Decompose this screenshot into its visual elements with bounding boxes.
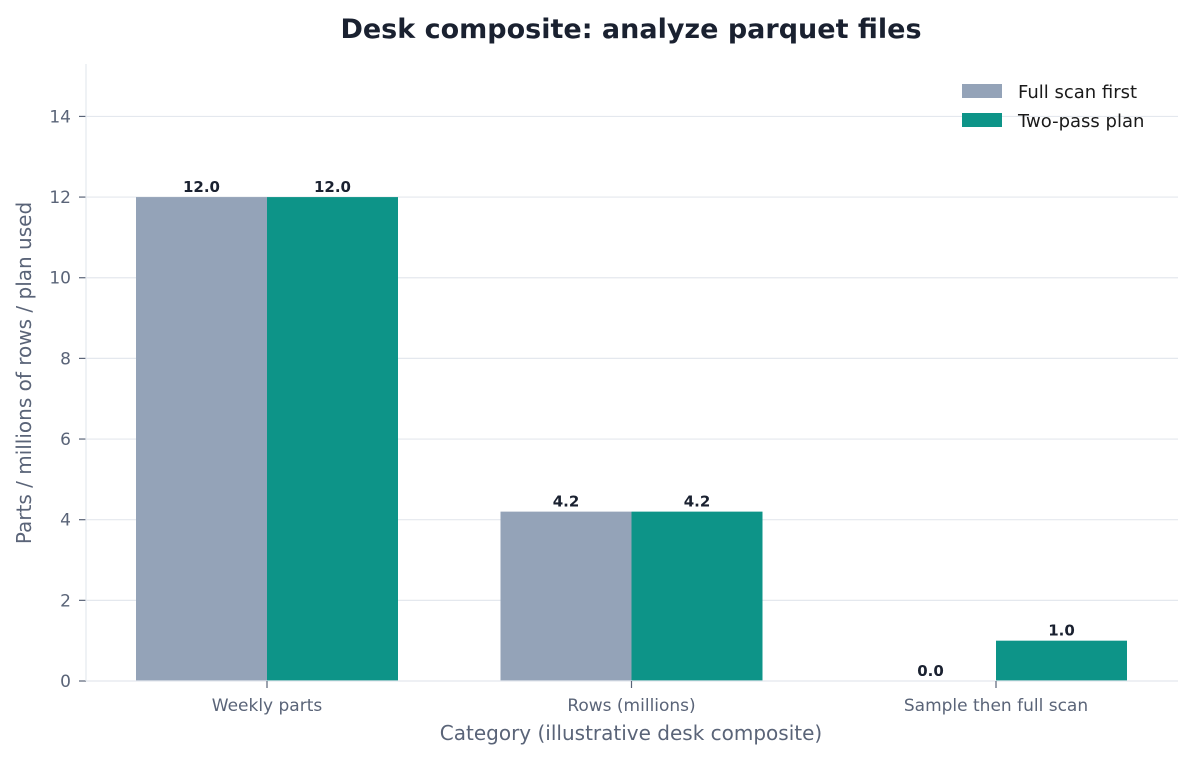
legend-label: Two-pass plan [1017, 111, 1144, 132]
x-axis-label: Category (illustrative desk composite) [440, 721, 822, 745]
data-label: 4.2 [684, 493, 711, 511]
bar [136, 197, 267, 681]
y-tick-label: 6 [60, 430, 71, 450]
legend-swatch [962, 84, 1002, 98]
y-tick-label: 10 [49, 269, 71, 289]
legend-swatch [962, 113, 1002, 127]
data-label: 4.2 [553, 493, 580, 511]
legend: Full scan first Two-pass plan [962, 82, 1144, 132]
y-tick-label: 0 [60, 672, 71, 692]
bar [631, 511, 763, 681]
data-label: 12.0 [183, 178, 220, 196]
bars-group [136, 197, 1127, 681]
y-tick-label: 12 [49, 188, 71, 208]
bar [500, 511, 632, 681]
x-tick-label: Rows (millions) [567, 696, 695, 716]
x-tick-label: Weekly parts [212, 696, 323, 716]
y-tick-label: 8 [60, 349, 71, 369]
y-axis-label: Parts / millions of rows / plan used [12, 202, 36, 544]
data-labels-group: 12.0 12.0 4.2 4.2 0.0 1.0 [183, 178, 1075, 680]
chart-title: Desk composite: analyze parquet files [340, 14, 921, 45]
bar [996, 640, 1127, 681]
data-label: 12.0 [314, 178, 351, 196]
y-tick-label: 4 [60, 511, 71, 531]
data-label: 0.0 [917, 662, 944, 680]
legend-label: Full scan first [1018, 82, 1137, 103]
x-tick-label: Sample then full scan [904, 696, 1088, 716]
axes-group: 0 2 4 6 8 10 12 14 Weekly parts Rows (millions) Sa… [49, 64, 1178, 716]
data-label: 1.0 [1048, 622, 1075, 640]
y-tick-label: 2 [60, 591, 71, 611]
bar [267, 197, 398, 681]
y-tick-label: 14 [49, 107, 71, 127]
